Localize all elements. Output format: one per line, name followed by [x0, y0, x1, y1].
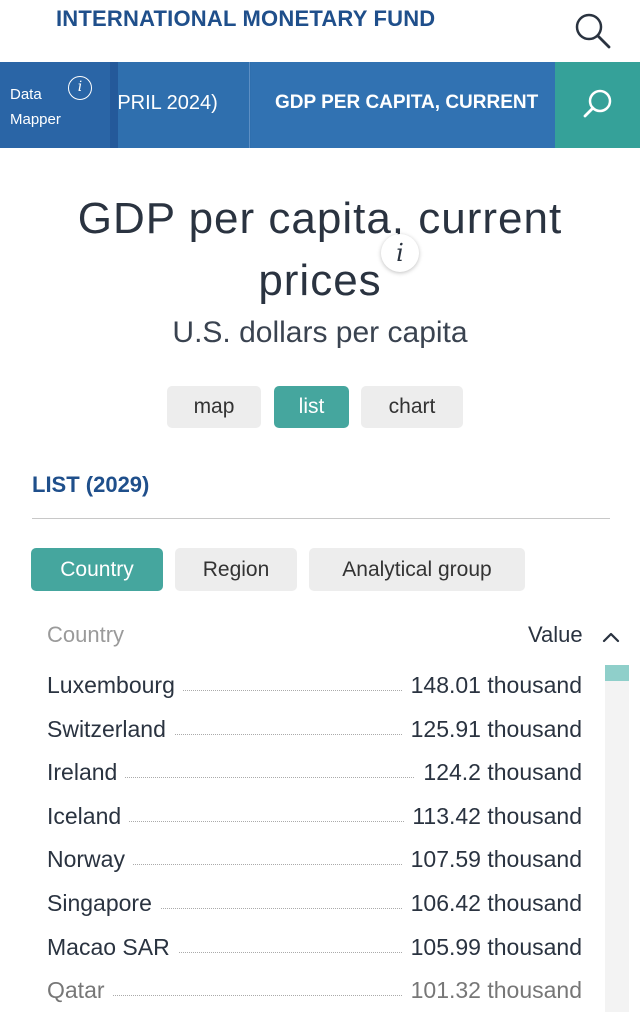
brand-title[interactable]: INTERNATIONAL MONETARY FUND	[56, 6, 436, 31]
table-row[interactable]: Qatar 101.32 thousand	[47, 971, 582, 1012]
column-header-value[interactable]: Value	[528, 622, 583, 647]
info-icon[interactable]: i	[381, 234, 419, 272]
row-value: 148.01 thousand	[402, 672, 582, 699]
nav-bar: Data Mapper i APRIL 2024) GDP PER CAPITA…	[0, 62, 640, 148]
indicator-label: GDP PER CAPITA, CURRENT	[275, 92, 539, 113]
page-title-line1: GDP per capita, current	[77, 194, 563, 243]
row-value: 124.2 thousand	[415, 759, 582, 787]
list-heading: LIST (2029)	[32, 472, 150, 497]
table-row[interactable]: Iceland 113.42 thousand	[47, 797, 582, 841]
dataset-label: APRIL 2024)	[118, 92, 218, 114]
filter-region-tab[interactable]: Region	[175, 548, 297, 591]
row-country: Switzerland	[47, 715, 174, 743]
leader-dots	[47, 864, 582, 866]
leader-dots	[47, 820, 582, 822]
column-header-country[interactable]: Country	[47, 622, 125, 647]
row-country: Luxembourg	[47, 672, 183, 699]
view-list-button[interactable]: list	[274, 386, 349, 428]
table-row[interactable]: Ireland 124.2 thousand	[47, 753, 582, 797]
info-icon[interactable]: i	[68, 76, 92, 100]
nav-search-button[interactable]	[555, 62, 640, 148]
row-country: Qatar	[47, 977, 113, 1005]
table-row[interactable]: Norway 107.59 thousand	[47, 840, 582, 884]
leader-dots	[47, 777, 582, 779]
data-mapper-label: Data Mapper	[10, 82, 61, 132]
leader-dots	[47, 733, 582, 735]
table-row[interactable]: Singapore 106.42 thousand	[47, 884, 582, 928]
row-value: 105.99 thousand	[402, 933, 582, 961]
row-value: 107.59 thousand	[402, 846, 582, 874]
table-row[interactable]: Switzerland 125.91 thousand	[47, 710, 582, 754]
nav-divider	[110, 62, 118, 148]
row-value: 106.42 thousand	[402, 889, 582, 917]
leader-dots	[47, 907, 582, 909]
filter-analytical-group-tab[interactable]: Analytical group	[309, 548, 525, 591]
scrollbar-thumb[interactable]	[605, 665, 629, 681]
row-value: 125.91 thousand	[402, 715, 582, 743]
search-icon	[583, 89, 612, 118]
page-subtitle: U.S. dollars per capita	[172, 316, 468, 349]
leader-dots	[47, 690, 582, 691]
leader-dots	[47, 995, 582, 997]
row-country: Ireland	[47, 759, 126, 787]
country-list: Luxembourg 148.01 thousand Switzerland 1…	[47, 666, 582, 1012]
row-country: Macao SAR	[47, 933, 178, 961]
chevron-up-icon[interactable]	[600, 626, 622, 648]
filter-country-tab[interactable]: Country	[31, 548, 163, 591]
top-header: INTERNATIONAL MONETARY FUND	[0, 0, 640, 62]
view-chart-button[interactable]: chart	[361, 386, 463, 428]
scrollbar-track[interactable]	[605, 665, 629, 1012]
view-map-button[interactable]: map	[167, 386, 261, 428]
row-country: Singapore	[47, 889, 160, 917]
data-mapper-line2: Mapper	[10, 111, 61, 128]
search-icon[interactable]	[570, 8, 614, 52]
leader-dots	[47, 951, 582, 953]
row-country: Norway	[47, 846, 133, 874]
page-title: GDP per capita, current prices	[0, 188, 640, 312]
dataset-selector[interactable]: APRIL 2024)	[118, 62, 250, 148]
indicator-selector[interactable]: GDP PER CAPITA, CURRENT	[251, 62, 555, 148]
data-mapper-menu[interactable]: Data Mapper i	[0, 62, 110, 148]
data-mapper-line1: Data	[10, 86, 42, 103]
page-title-line2: prices	[258, 256, 382, 305]
row-country: Iceland	[47, 802, 130, 830]
table-row[interactable]: Luxembourg 148.01 thousand	[47, 666, 582, 710]
table-row[interactable]: Macao SAR 105.99 thousand	[47, 928, 582, 972]
divider	[32, 518, 610, 519]
row-value: 101.32 thousand	[402, 977, 582, 1005]
row-value: 113.42 thousand	[404, 802, 582, 830]
